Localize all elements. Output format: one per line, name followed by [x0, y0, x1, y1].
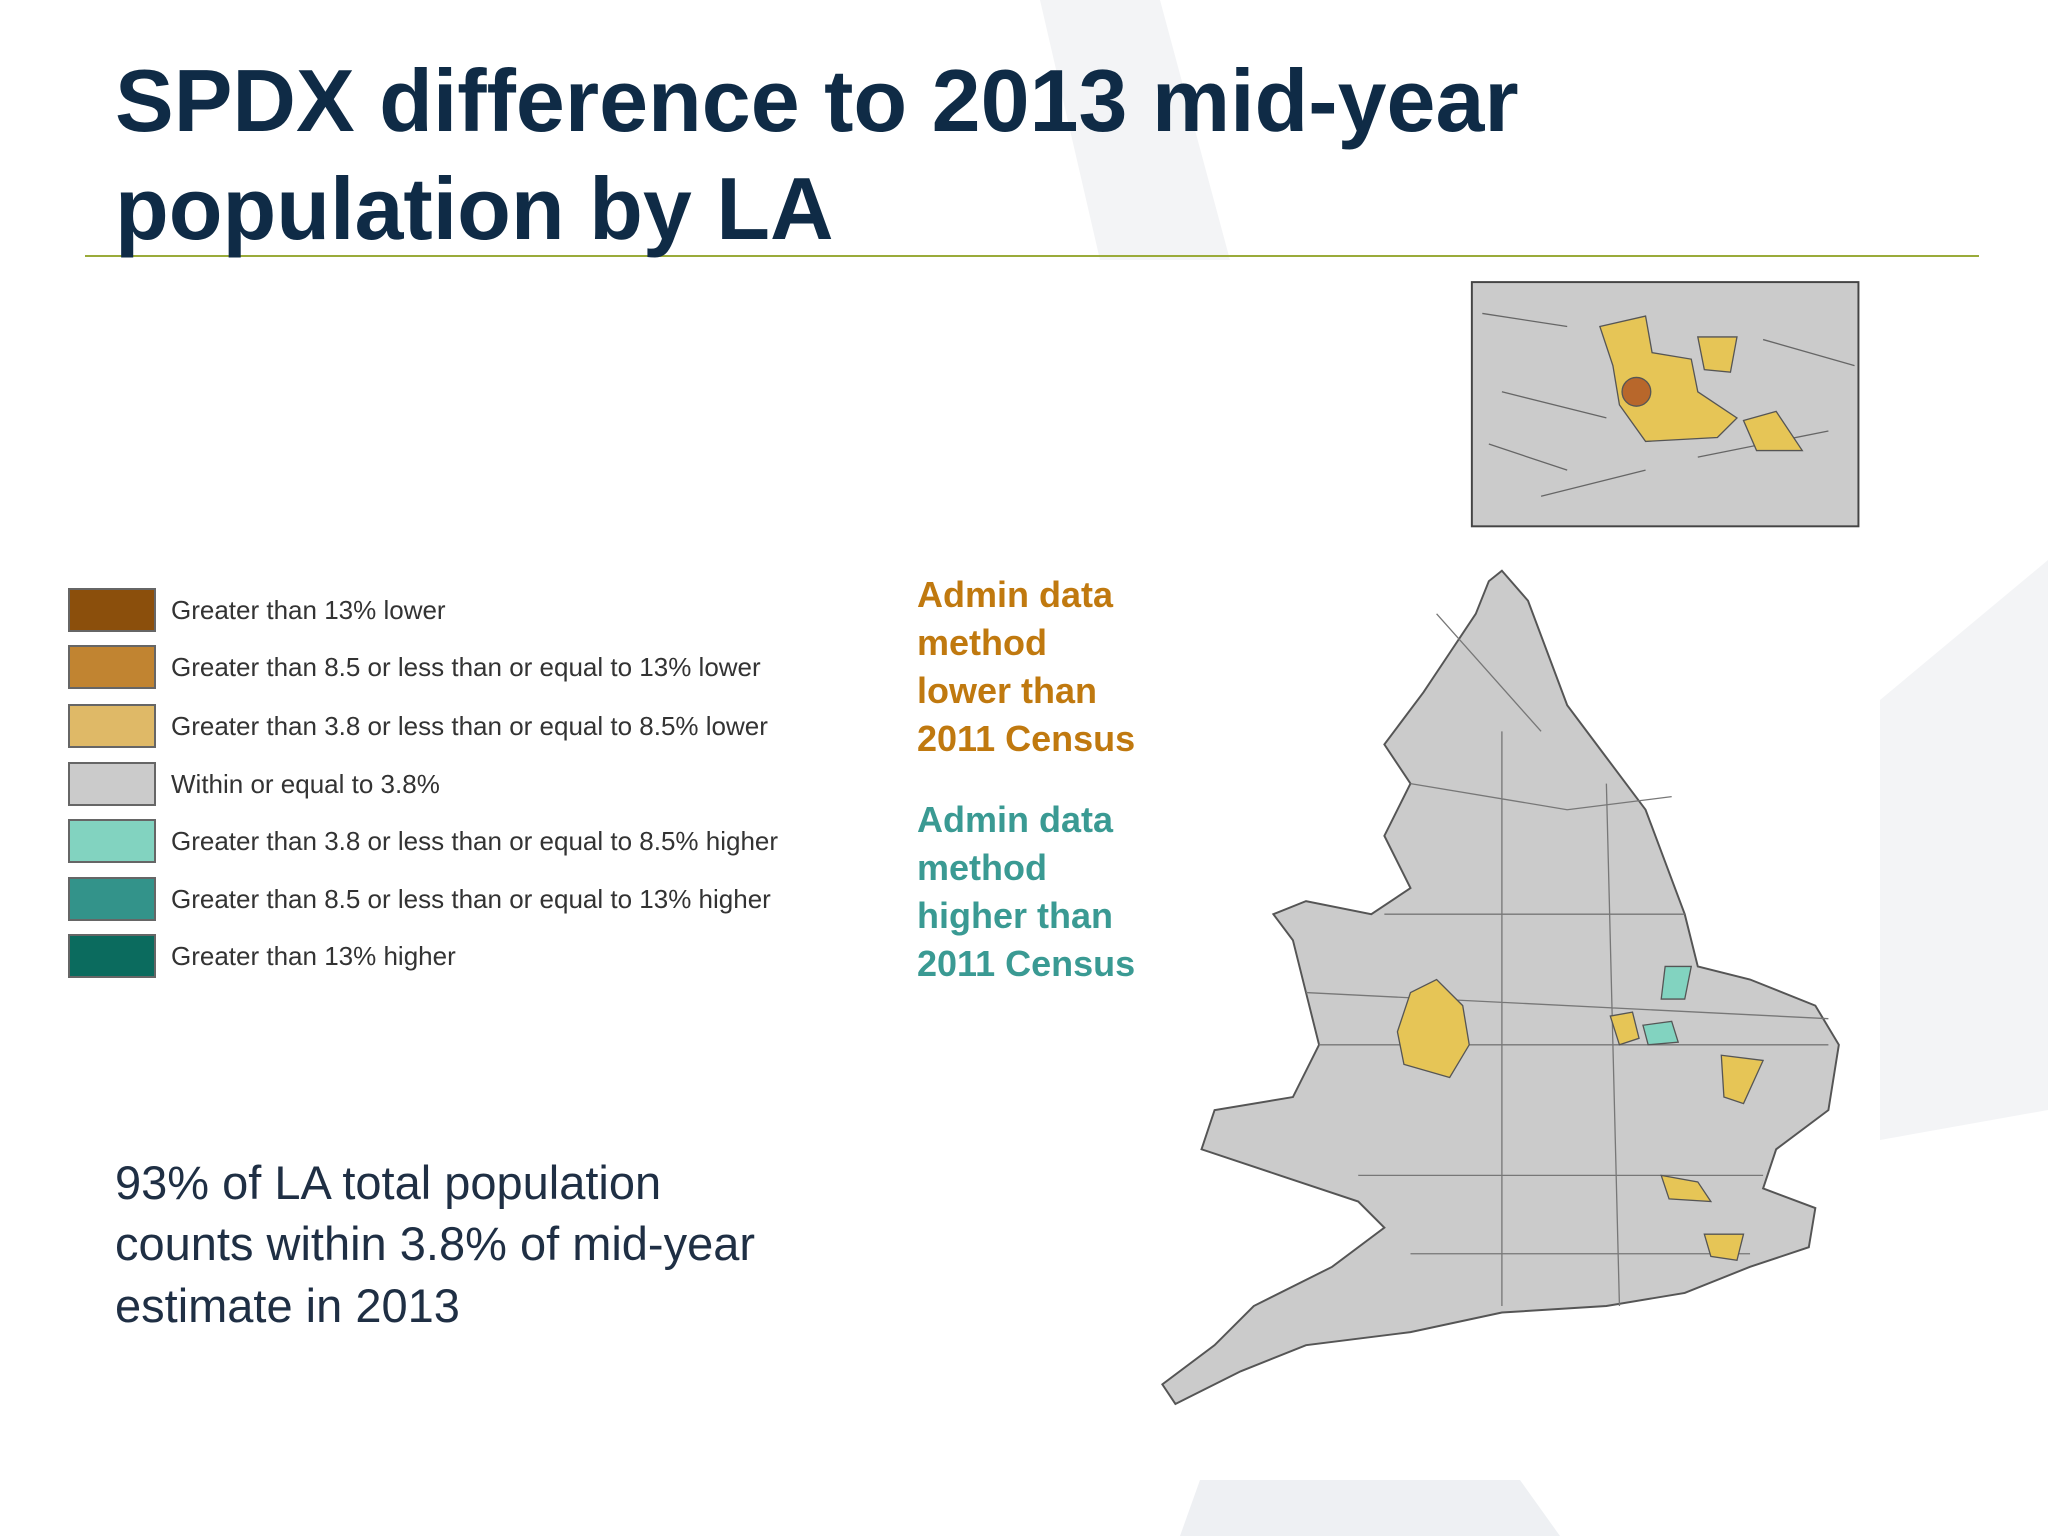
legend-label: Greater than 8.5 or less than or equal t… — [171, 652, 761, 682]
summary: 93% of LA total population — [115, 1156, 661, 1209]
map-area — [1396, 978, 1470, 1079]
title: population by LA — [115, 159, 834, 258]
inset-area — [1742, 410, 1804, 452]
note: method — [917, 847, 1047, 888]
inset-area — [1599, 315, 1739, 443]
note: method — [917, 622, 1047, 663]
map-area — [1660, 965, 1693, 1000]
note: 2011 Census — [917, 943, 1135, 984]
note: higher than — [917, 895, 1113, 936]
decor — [1880, 560, 2048, 1140]
legend-swatch — [68, 762, 156, 806]
legend-swatch — [68, 588, 156, 632]
legend-swatch — [68, 934, 156, 978]
inset-area — [1697, 336, 1738, 373]
summary: counts within 3.8% of mid-year — [115, 1217, 755, 1270]
note: Admin data — [917, 799, 1114, 840]
map-area — [1642, 1020, 1680, 1046]
map-area — [1703, 1233, 1745, 1262]
summary: estimate in 2013 — [115, 1279, 460, 1332]
inset-area — [1621, 376, 1652, 407]
map-area — [1609, 1011, 1640, 1046]
legend-swatch — [68, 877, 156, 921]
legend-label: Greater than 3.8 or less than or equal t… — [171, 711, 768, 741]
note: 2011 Census — [917, 718, 1135, 759]
legend-label: Greater than 13% lower — [171, 595, 446, 625]
title: SPDX difference to 2013 mid-year — [115, 51, 1519, 150]
decor — [1040, 0, 1230, 260]
note: Admin data — [917, 574, 1114, 615]
note: lower than — [917, 670, 1097, 711]
legend: Greater than 13% lower Greater than 8.5 o… — [68, 588, 778, 978]
legend-swatch — [68, 819, 156, 863]
legend-label: Greater than 3.8 or less than or equal t… — [171, 826, 778, 856]
legend-label: Greater than 13% higher — [171, 941, 456, 971]
legend-label: Within or equal to 3.8% — [171, 769, 440, 799]
decor — [1180, 1480, 1560, 1536]
map-area — [1720, 1054, 1765, 1105]
legend-label: Greater than 8.5 or less than or equal t… — [171, 884, 771, 914]
legend-swatch — [68, 704, 156, 748]
legend-swatch — [68, 645, 156, 689]
notes: Admin data method lower than 2011 Census Adm… — [917, 574, 1135, 984]
map-area — [1660, 1174, 1713, 1203]
la-borders — [1305, 613, 1829, 1307]
map — [1161, 281, 1860, 1406]
